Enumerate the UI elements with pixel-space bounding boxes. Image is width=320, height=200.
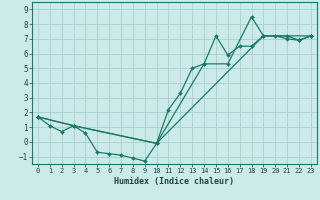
X-axis label: Humidex (Indice chaleur): Humidex (Indice chaleur) — [115, 177, 234, 186]
